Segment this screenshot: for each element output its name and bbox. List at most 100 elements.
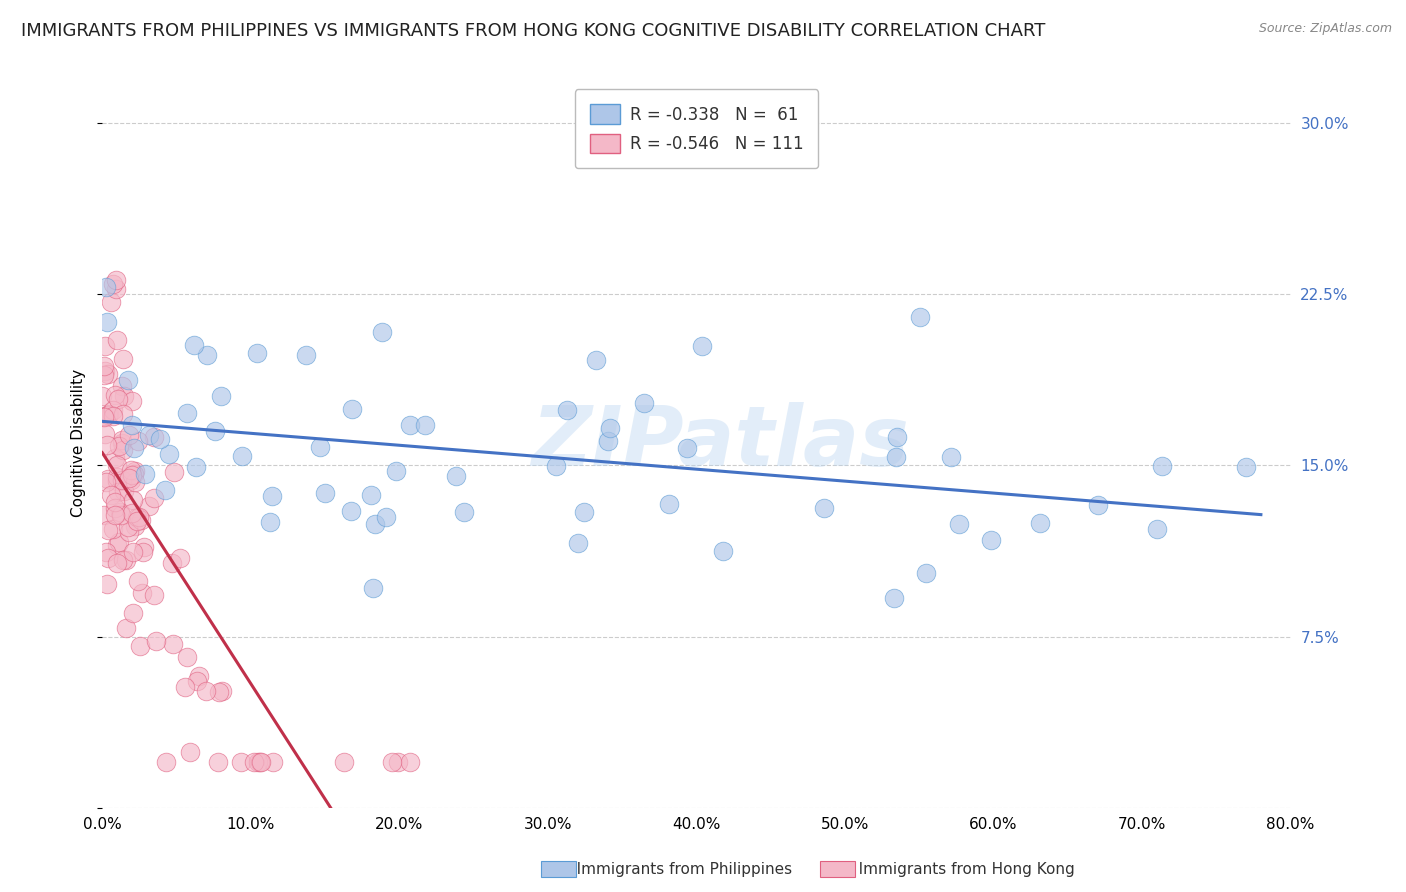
Point (128, 509, 150, 524)
Point (1087, 499, 1109, 513)
Point (118, 471, 141, 485)
Point (159, 447, 181, 461)
Point (184, 460, 207, 475)
Point (295, 348, 318, 362)
Point (444, 469, 467, 483)
Point (127, 434, 149, 448)
Point (385, 464, 408, 478)
Point (117, 373, 139, 387)
Point (121, 467, 143, 482)
Point (249, 755, 271, 769)
Point (1234, 460, 1257, 475)
Point (118, 525, 141, 540)
Point (134, 541, 156, 555)
Point (207, 755, 229, 769)
Point (174, 680, 197, 694)
Point (314, 486, 336, 500)
Point (112, 389, 135, 403)
Point (101, 409, 124, 424)
Point (690, 339, 713, 353)
Point (375, 509, 398, 524)
Point (111, 379, 134, 393)
Point (110, 508, 132, 522)
Point (948, 516, 970, 531)
Point (93, 409, 115, 424)
Point (262, 489, 284, 503)
Point (163, 465, 186, 479)
Point (398, 417, 420, 432)
Point (599, 421, 621, 435)
Point (939, 450, 962, 464)
Point (333, 755, 356, 769)
Point (453, 505, 475, 519)
Point (176, 406, 198, 420)
Text: Immigrants from Philippines: Immigrants from Philippines (562, 863, 793, 877)
Point (160, 556, 183, 570)
Point (243, 755, 266, 769)
Point (195, 684, 218, 698)
Point (711, 544, 734, 558)
Point (179, 745, 201, 759)
Point (96, 523, 118, 537)
Point (93, 409, 115, 424)
Point (129, 513, 152, 527)
Point (127, 509, 149, 524)
Point (122, 492, 145, 507)
Point (101, 522, 124, 536)
Point (132, 545, 155, 559)
Text: ZIPatlas: ZIPatlas (531, 402, 910, 483)
Point (204, 424, 226, 438)
Point (658, 497, 681, 511)
Point (360, 488, 382, 502)
Point (908, 310, 931, 324)
Point (97, 409, 120, 423)
Point (134, 467, 156, 481)
Point (259, 515, 281, 529)
Point (100, 294, 122, 309)
Point (97, 367, 120, 381)
Point (105, 333, 128, 347)
Point (229, 755, 252, 769)
Point (129, 639, 152, 653)
Point (105, 470, 128, 484)
Point (883, 591, 905, 605)
Point (121, 417, 143, 432)
Point (142, 429, 165, 443)
Point (115, 621, 138, 635)
Point (108, 534, 131, 549)
Point (915, 566, 938, 581)
Point (107, 485, 129, 500)
Point (183, 338, 205, 352)
Text: Source: ZipAtlas.com: Source: ZipAtlas.com (1258, 22, 1392, 36)
Point (572, 505, 595, 519)
Point (94, 427, 117, 442)
Point (120, 473, 142, 487)
Point (105, 282, 128, 296)
Point (143, 589, 166, 603)
Point (153, 483, 176, 497)
Point (96, 437, 118, 451)
Point (980, 533, 1002, 547)
Point (96, 315, 118, 329)
Point (813, 501, 835, 516)
Point (1146, 522, 1168, 536)
Point (176, 649, 198, 664)
Point (567, 536, 589, 550)
Point (103, 403, 125, 417)
Point (96, 545, 118, 559)
Point (124, 519, 146, 533)
Point (112, 484, 135, 499)
Point (93, 508, 115, 522)
Point (96, 475, 118, 489)
Point (124, 475, 146, 490)
Point (249, 755, 271, 769)
Point (162, 637, 184, 651)
Point (598, 434, 620, 449)
Point (169, 551, 191, 566)
Point (124, 467, 146, 481)
Point (399, 755, 422, 769)
Point (105, 556, 128, 570)
Point (121, 394, 143, 409)
Point (155, 755, 177, 769)
Point (138, 499, 160, 513)
